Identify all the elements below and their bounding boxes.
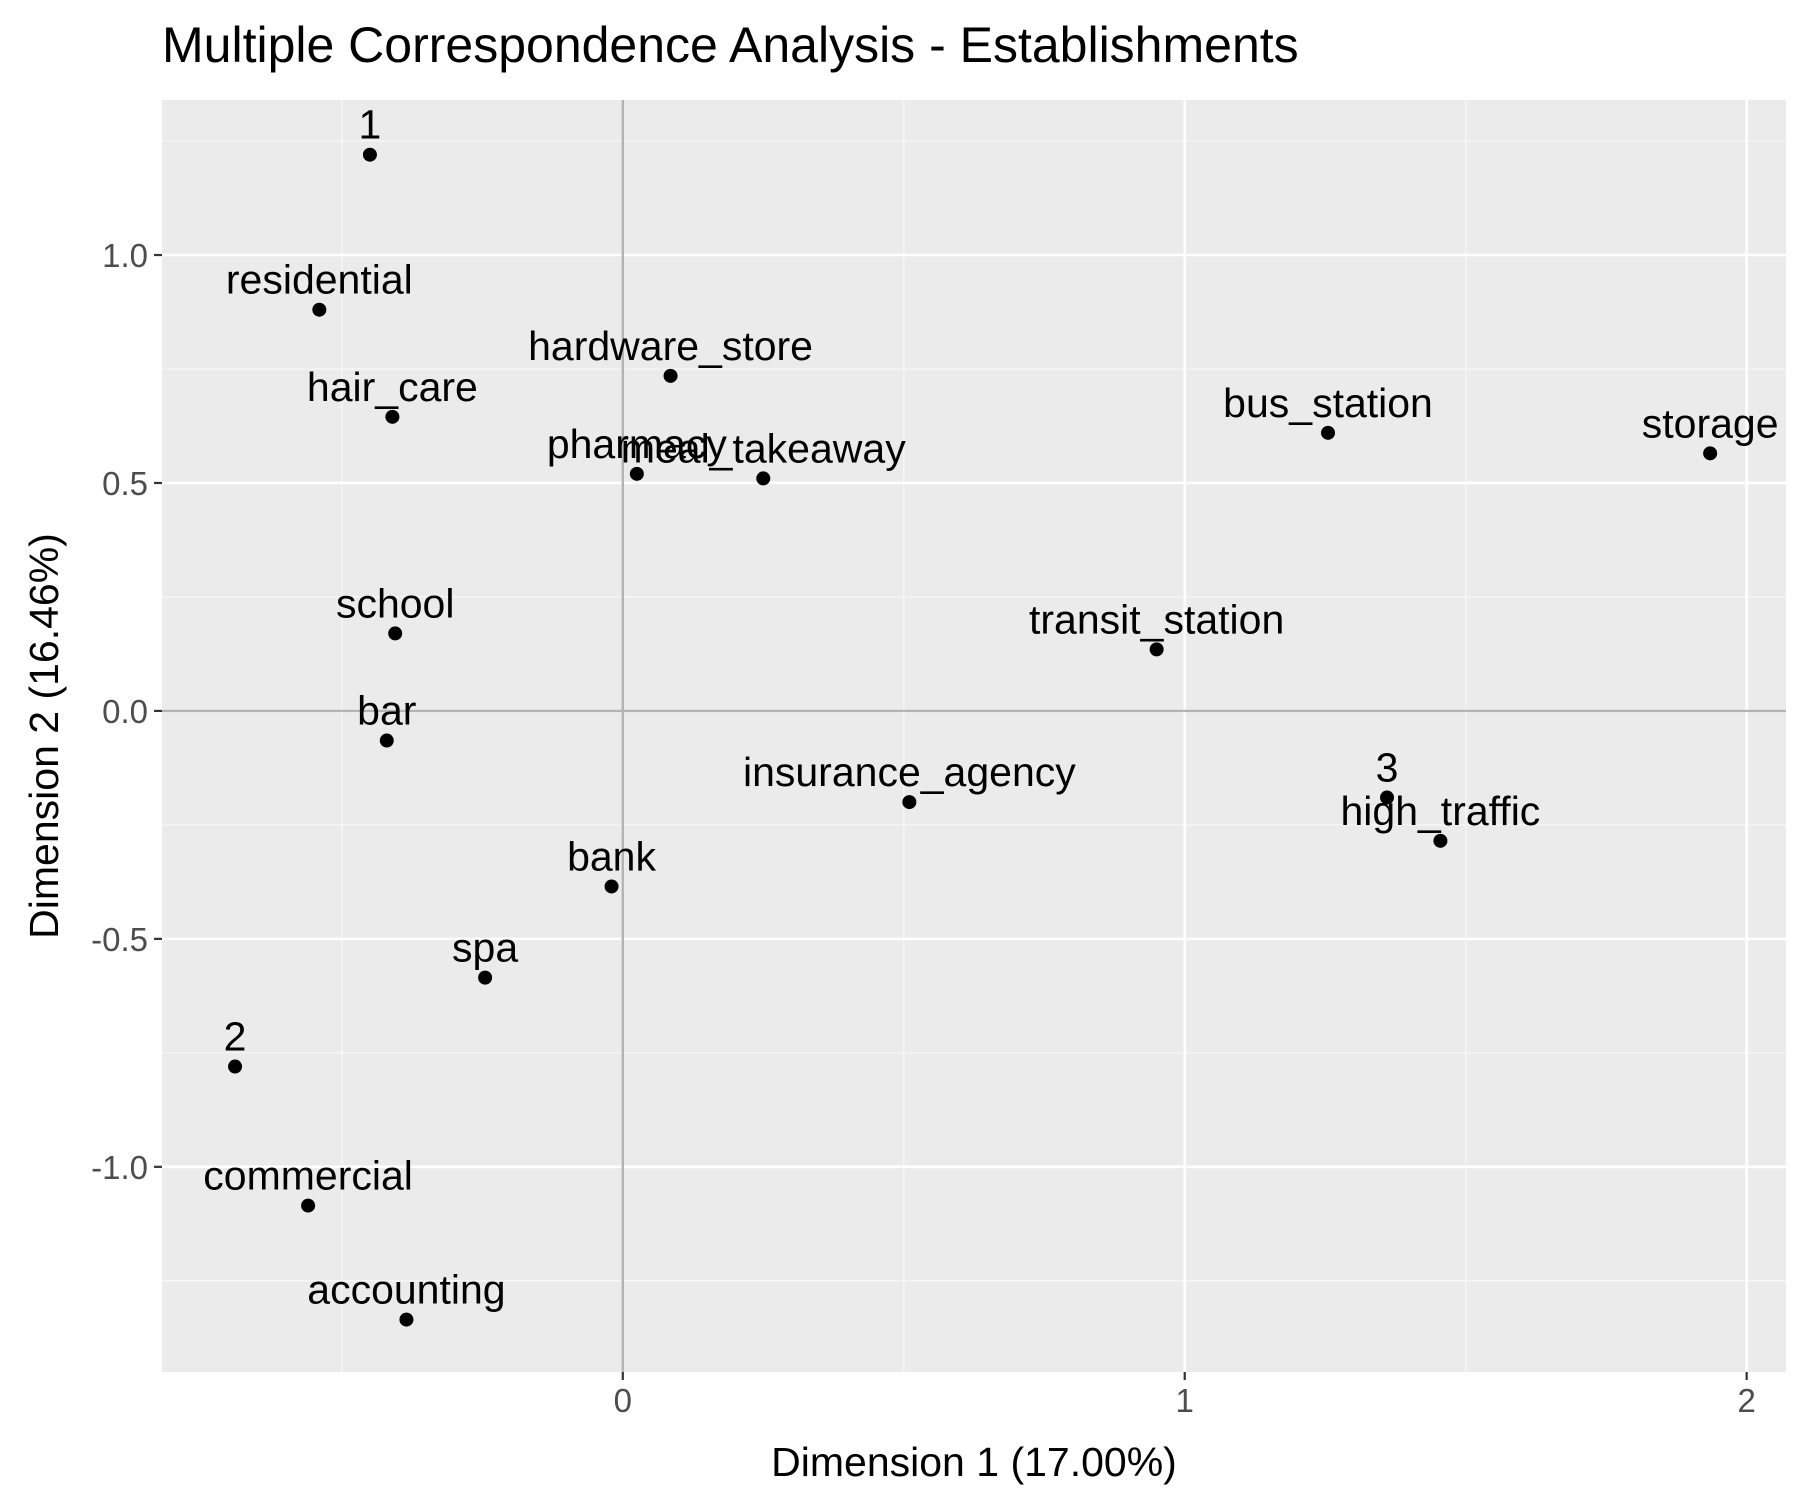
data-point (756, 471, 771, 486)
plot-panel (162, 100, 1786, 1372)
point-label: 2 (224, 1014, 247, 1060)
point-label: transit_station (1029, 596, 1284, 642)
data-point (1380, 790, 1395, 805)
y-tick-label: 0.5 (102, 465, 148, 502)
data-point (629, 466, 644, 481)
data-points (228, 147, 1718, 1327)
data-point (228, 1059, 243, 1074)
x-tick-label: 2 (1737, 1382, 1755, 1419)
data-point (362, 147, 377, 162)
x-tick-label: 0 (614, 1382, 632, 1419)
point-label: 3 (1376, 745, 1399, 791)
y-tick-label: -0.5 (91, 921, 148, 958)
y-tick-label: 1.0 (102, 237, 148, 274)
data-point (301, 1198, 316, 1213)
point-label: meal_takeaway (621, 425, 906, 471)
point-label: pharmacy (547, 421, 728, 467)
data-point (478, 970, 493, 985)
point-labels: 1 residential hardware_store hair_carepharm… (203, 102, 1778, 1313)
point-label: hair_care (307, 364, 478, 410)
axis-ticks: 0 1 2 1.0 0.5 0.0 -0.5 -1.0 (91, 237, 1756, 1419)
y-tick-label: -1.0 (91, 1149, 148, 1186)
point-label: high_traffic (1340, 788, 1540, 834)
data-point (388, 626, 403, 641)
data-point (1433, 833, 1448, 848)
data-point (312, 302, 327, 317)
point-label: spa (452, 925, 518, 971)
point-label: accounting (307, 1267, 505, 1313)
data-point (604, 879, 619, 894)
point-label: bar (357, 688, 416, 734)
x-axis-title: Dimension 1 (17.00%) (771, 1439, 1177, 1485)
point-label: school (336, 580, 455, 626)
point-label: storage (1642, 400, 1779, 446)
y-tick-label: 0.0 (102, 693, 148, 730)
point-label: insurance_agency (743, 749, 1076, 795)
point-label: bus_station (1223, 380, 1433, 426)
chart-title: Multiple Correspondence Analysis - Estab… (162, 17, 1299, 73)
data-point (1703, 446, 1718, 461)
point-label: 1 (359, 102, 382, 148)
data-point (1149, 642, 1164, 657)
data-point (663, 368, 678, 383)
point-label: commercial (203, 1153, 413, 1199)
reference-lines (162, 100, 1786, 1372)
point-label: residential (226, 257, 413, 303)
x-tick-label: 1 (1176, 1382, 1194, 1419)
data-point (1321, 425, 1336, 440)
data-point (399, 1312, 414, 1327)
data-point (385, 409, 400, 424)
point-label: hardware_store (528, 323, 813, 369)
minor-gridlines (162, 100, 1786, 1372)
y-axis-title: Dimension 2 (16.46%) (21, 533, 67, 939)
point-label: bank (567, 833, 656, 879)
data-point (902, 795, 917, 810)
data-point (379, 733, 394, 748)
